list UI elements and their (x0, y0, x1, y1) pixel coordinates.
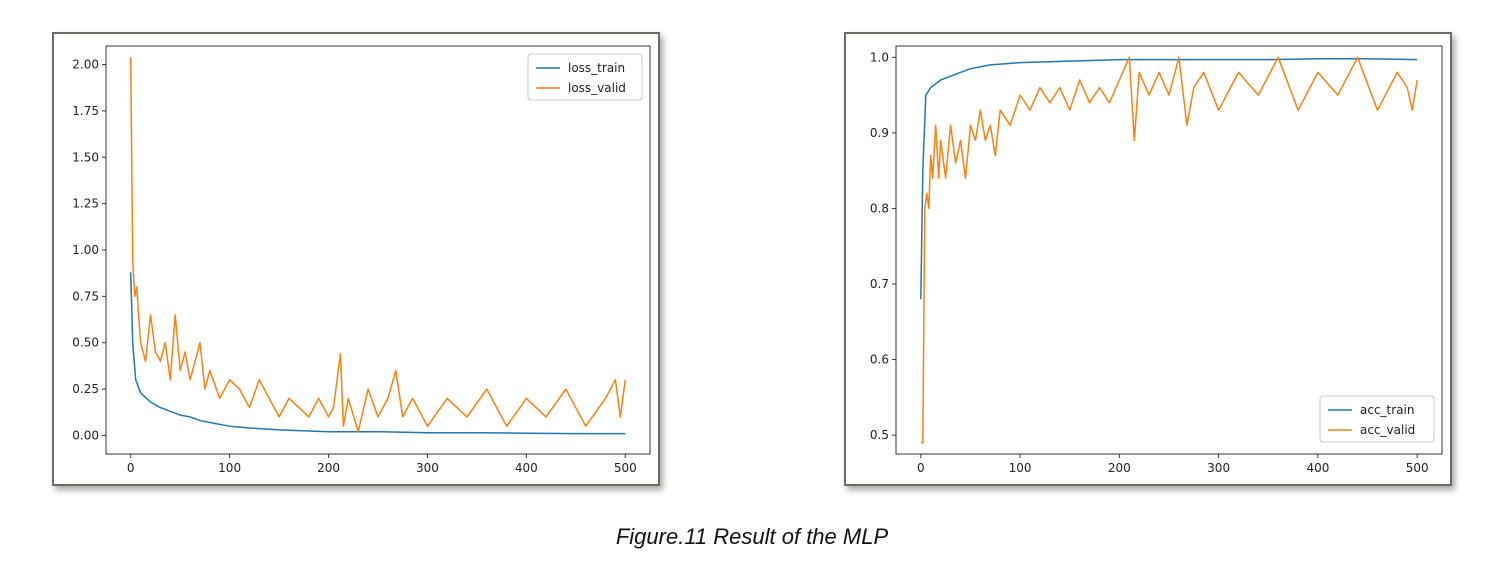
x-tick-label: 0 (917, 461, 925, 475)
x-tick-label: 500 (614, 461, 637, 475)
accuracy-chart-frame: 0.5 0.6 0.7 0.8 0.9 1.0 0 100 200 300 400 500 acc_tr… (844, 32, 1452, 486)
y-tick-label: 0.8 (870, 201, 889, 215)
legend-label: loss_valid (568, 81, 626, 95)
y-tick-label: 1.0 (870, 50, 889, 64)
x-tick-label: 100 (218, 461, 241, 475)
x-tick-label: 0 (127, 461, 135, 475)
figure-caption: Figure.11 Result of the MLP (615, 524, 889, 549)
legend-label: acc_valid (1360, 423, 1415, 437)
y-tick-label: 0.25 (72, 382, 99, 396)
y-tick-label: 0.5 (870, 428, 889, 442)
series-line-loss-valid (129, 57, 627, 433)
y-tick-label: 1.50 (72, 150, 99, 164)
y-tick-label: 0.6 (870, 353, 889, 367)
loss-chart-frame: 0.00 0.25 0.50 0.75 1.00 1.25 1.50 1.75 2.00 0 100… (52, 32, 660, 486)
legend-label: acc_train (1360, 403, 1414, 417)
y-tick-label: 2.00 (72, 58, 99, 72)
y-tick-label: 0.00 (72, 428, 99, 442)
x-tick-label: 400 (1306, 461, 1329, 475)
x-tick-label: 300 (416, 461, 439, 475)
y-tick-label: 1.75 (72, 104, 99, 118)
series-line-loss-train (129, 272, 626, 435)
y-tick-label: 1.25 (72, 197, 99, 211)
x-tick-label: 200 (1108, 461, 1131, 475)
y-tick-label: 1.00 (72, 243, 99, 257)
x-tick-label: 100 (1009, 461, 1032, 475)
legend-label: loss_train (568, 61, 625, 75)
accuracy-chart: 0.5 0.6 0.7 0.8 0.9 1.0 0 100 200 300 400 500 acc_tr… (870, 45, 1443, 475)
x-tick-label: 200 (317, 461, 340, 475)
loss-chart: 0.00 0.25 0.50 0.75 1.00 1.25 1.50 1.75 2.00 0 100… (72, 45, 651, 475)
x-tick-label: 300 (1207, 461, 1230, 475)
y-tick-label: 0.7 (870, 277, 889, 291)
x-tick-label: 500 (1406, 461, 1429, 475)
series-line-acc-valid (920, 56, 1418, 444)
y-tick-label: 0.9 (870, 126, 889, 140)
x-tick-label: 400 (515, 461, 538, 475)
y-tick-label: 0.50 (72, 336, 99, 350)
plot-area-box (895, 45, 1443, 455)
y-tick-label: 0.75 (72, 289, 99, 303)
